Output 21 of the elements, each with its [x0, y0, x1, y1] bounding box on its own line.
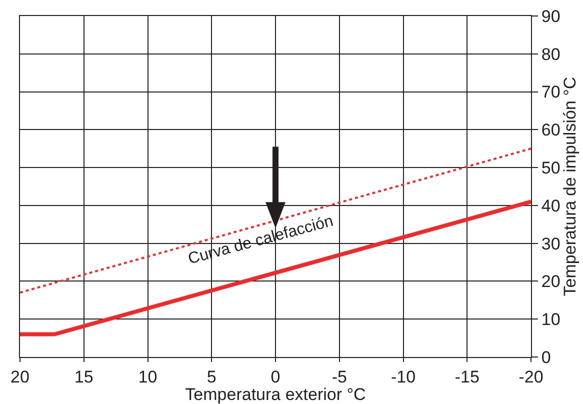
- x-tick-label: 15: [74, 367, 94, 386]
- y-tick-label: 10: [541, 310, 560, 330]
- y-tick-label: 0: [541, 348, 551, 367]
- y-tick-label: 60: [541, 120, 560, 140]
- x-tick-label: -20: [518, 367, 544, 386]
- x-tick-label: -10: [390, 367, 416, 386]
- y-tick-label: 80: [541, 44, 560, 64]
- x-tick-label: 0: [270, 367, 280, 386]
- x-tick-label: 20: [10, 367, 30, 386]
- x-tick-label: -5: [332, 367, 347, 386]
- x-tick-label: 10: [138, 367, 158, 386]
- x-tick-label: 5: [206, 367, 216, 386]
- y-axis-title: Temperatura de impulsión °C: [560, 76, 580, 296]
- y-tick-label: 50: [541, 158, 560, 178]
- y-tick-label: 40: [541, 196, 560, 216]
- y-tick-label: 20: [541, 272, 560, 292]
- y-tick-label: 70: [541, 82, 560, 102]
- y-tick-label: 90: [541, 6, 560, 26]
- y-tick-label: 30: [541, 234, 560, 254]
- x-axis-title: Temperatura exterior °C: [185, 385, 366, 404]
- x-tick-label: -15: [454, 367, 480, 386]
